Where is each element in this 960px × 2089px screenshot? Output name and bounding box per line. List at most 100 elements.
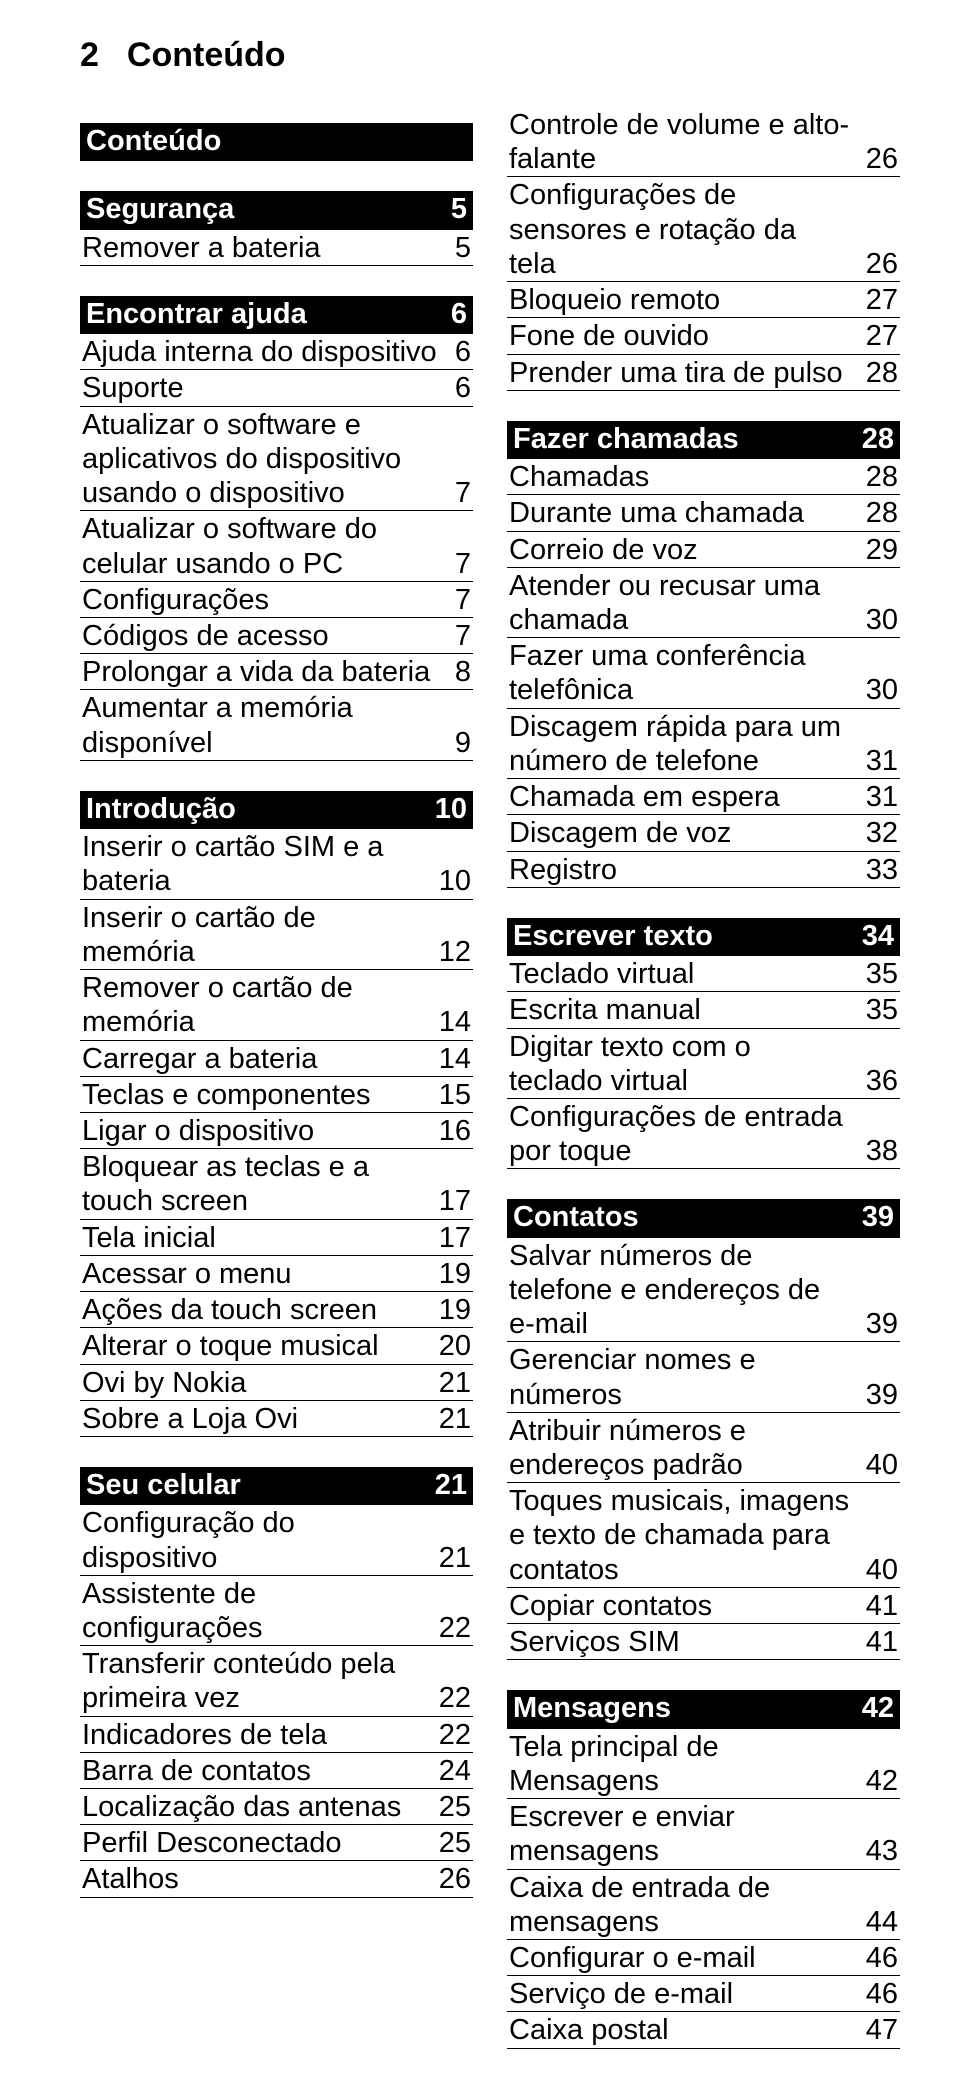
toc-row[interactable]: Escrever e enviar mensagens43 [507,1799,900,1869]
toc-row[interactable]: Perfil Desconectado25 [80,1825,473,1861]
toc-row[interactable]: Discagem rápida para um número de telefo… [507,709,900,779]
toc-row[interactable]: Chamadas28 [507,459,900,495]
toc-row-label: Ajuda interna do dispositivo [82,335,439,369]
toc-row[interactable]: Ligar o dispositivo16 [80,1113,473,1149]
toc-row-label: Ações da touch screen [82,1293,423,1327]
toc-section-label: Introdução [86,793,236,826]
toc-row-label: Atualizar o software do celular usando o… [82,512,439,580]
toc-row[interactable]: Registro33 [507,852,900,888]
toc-row[interactable]: Tela principal de Mensagens42 [507,1729,900,1799]
toc-row[interactable]: Caixa de entrada de mensagens44 [507,1870,900,1940]
toc-row[interactable]: Fazer uma conferência telefônica30 [507,638,900,708]
toc-row-page: 32 [860,816,898,850]
toc-row[interactable]: Durante uma chamada28 [507,495,900,531]
toc-row-page: 24 [433,1754,471,1788]
toc-row[interactable]: Atualizar o software e aplicativos do di… [80,407,473,512]
toc-row[interactable]: Copiar contatos41 [507,1588,900,1624]
toc-row-label: Atalhos [82,1862,423,1896]
toc-row[interactable]: Discagem de voz32 [507,815,900,851]
toc-row[interactable]: Caixa postal47 [507,2012,900,2048]
toc-row[interactable]: Atualizar o software do celular usando o… [80,511,473,581]
toc-row[interactable]: Bloqueio remoto27 [507,282,900,318]
toc-row[interactable]: Gerenciar nomes e números39 [507,1342,900,1412]
toc-row-label: Teclado virtual [509,957,850,991]
toc-row[interactable]: Localização das antenas25 [80,1789,473,1825]
toc-row-page: 40 [860,1448,898,1482]
toc-row[interactable]: Escrita manual35 [507,992,900,1028]
toc-row[interactable]: Barra de contatos24 [80,1753,473,1789]
toc-row[interactable]: Assistente de configurações22 [80,1576,473,1646]
toc-row[interactable]: Configuração do dispositivo21 [80,1505,473,1575]
toc-column-right: Controle de volume e alto-falante26Confi… [507,107,900,2049]
toc-row[interactable]: Carregar a bateria14 [80,1041,473,1077]
toc-row-label: Prender uma tira de pulso [509,356,850,390]
toc-row-label: Configurações [82,583,439,617]
toc-row[interactable]: Acessar o menu19 [80,1256,473,1292]
toc-row[interactable]: Prolongar a vida da bateria8 [80,654,473,690]
toc-row[interactable]: Teclado virtual35 [507,956,900,992]
toc-row[interactable]: Remover a bateria5 [80,230,473,266]
toc-row-page: 38 [860,1134,898,1168]
spacer [507,391,900,405]
toc-row-page: 33 [860,853,898,887]
toc-row[interactable]: Ajuda interna do dispositivo6 [80,334,473,370]
toc-row[interactable]: Digitar texto com o teclado virtual36 [507,1029,900,1099]
toc-row-label: Toques musicais, imagens e texto de cham… [509,1484,850,1587]
toc-row-label: Configurar o e-mail [509,1941,850,1975]
toc-row[interactable]: Ovi by Nokia21 [80,1365,473,1401]
toc-row[interactable]: Configurar o e-mail46 [507,1940,900,1976]
toc-row[interactable]: Suporte6 [80,370,473,406]
toc-row-label: Atender ou recusar uma chamada [509,569,850,637]
toc-row[interactable]: Transferir conteúdo pela primeira vez22 [80,1646,473,1716]
toc-row-page: 7 [449,547,471,581]
toc-row[interactable]: Atalhos26 [80,1861,473,1897]
toc-row[interactable]: Correio de voz29 [507,532,900,568]
toc-row[interactable]: Aumentar a memória disponível9 [80,690,473,760]
toc-row[interactable]: Configurações de entrada por toque38 [507,1099,900,1169]
toc-row-label: Alterar o toque musical [82,1329,423,1363]
toc-row-label: Caixa postal [509,2013,850,2047]
toc-row[interactable]: Ações da touch screen19 [80,1292,473,1328]
toc-section-label: Seu celular [86,1469,241,1502]
toc-row[interactable]: Alterar o toque musical 20 [80,1328,473,1364]
toc-row[interactable]: Fone de ouvido27 [507,318,900,354]
toc-row-label: Indicadores de tela [82,1718,423,1752]
toc-row-label: Discagem rápida para um número de telefo… [509,710,850,778]
toc-row-label: Acessar o menu [82,1257,423,1291]
spacer [80,161,473,175]
toc-row[interactable]: Tela inicial17 [80,1220,473,1256]
toc-row[interactable]: Atribuir números e endereços padrão40 [507,1413,900,1483]
toc-row[interactable]: Atender ou recusar uma chamada30 [507,568,900,638]
toc-row-label: Fone de ouvido [509,319,850,353]
toc-row[interactable]: Controle de volume e alto-falante26 [507,107,900,177]
toc-row[interactable]: Códigos de acesso7 [80,618,473,654]
toc-row-label: Chamada em espera [509,780,850,814]
toc-section-head: Escrever texto34 [507,918,900,956]
toc-row[interactable]: Chamada em espera31 [507,779,900,815]
spacer [507,1660,900,1674]
toc-row[interactable]: Sobre a Loja Ovi21 [80,1401,473,1437]
toc-row[interactable]: Indicadores de tela22 [80,1717,473,1753]
toc-row-page: 22 [433,1681,471,1715]
toc-row[interactable]: Toques musicais, imagens e texto de cham… [507,1483,900,1588]
toc-row[interactable]: Serviço de e-mail46 [507,1976,900,2012]
toc-row[interactable]: Teclas e componentes15 [80,1077,473,1113]
page: 2 Conteúdo ConteúdoSegurança5Remover a b… [0,0,960,2089]
toc-row[interactable]: Remover o cartão de memória14 [80,970,473,1040]
toc-row[interactable]: Bloquear as teclas e a touch screen17 [80,1149,473,1219]
toc-row-page: 15 [433,1078,471,1112]
toc-row-page: 25 [433,1826,471,1860]
toc-row[interactable]: Inserir o cartão de memória12 [80,900,473,970]
toc-row[interactable]: Configurações7 [80,582,473,618]
toc-row[interactable]: Configurações de sensores e rotação da t… [507,177,900,282]
toc-row[interactable]: Inserir o cartão SIM e a bateria10 [80,829,473,899]
toc-section-head: Conteúdo [80,123,473,161]
toc-row-label: Ligar o dispositivo [82,1114,423,1148]
toc-section-label: Encontrar ajuda [86,298,307,331]
toc-row[interactable]: Salvar números de telefone e endereços d… [507,1238,900,1343]
toc-section-head: Seu celular21 [80,1467,473,1505]
toc-row[interactable]: Serviços SIM41 [507,1624,900,1660]
toc-row[interactable]: Prender uma tira de pulso28 [507,355,900,391]
toc-row-page: 39 [860,1378,898,1412]
toc-row-page: 20 [433,1329,471,1363]
